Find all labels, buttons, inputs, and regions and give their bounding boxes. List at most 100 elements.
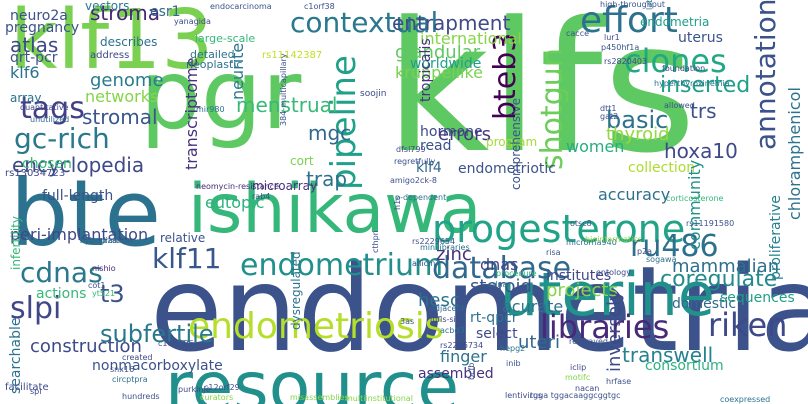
cloud-word: nishio — [92, 264, 116, 273]
cloud-word: tgga tggacaaggcggtgc — [530, 391, 620, 400]
cloud-word: sequences — [720, 290, 795, 306]
cloud-word: contextual — [290, 6, 438, 39]
cloud-word: vectors — [85, 0, 129, 13]
cloud-word: inserted — [660, 73, 750, 98]
cloud-word: stromal — [82, 105, 158, 129]
cloud-word: minilibraries — [420, 243, 470, 252]
cloud-word: rs13034723 — [5, 168, 65, 179]
cloud-word: curators — [200, 393, 233, 402]
cloud-word: gc-rich — [14, 122, 110, 155]
cloud-word: iclip — [570, 363, 586, 372]
cloud-word: ck-8 — [420, 176, 437, 185]
cloud-word: select — [476, 326, 518, 342]
cloud-word: coexpressed — [720, 395, 770, 404]
cloud-word: tropicalis — [418, 38, 434, 102]
cloud-word: gat2 — [600, 112, 618, 121]
cloud-word: infertility — [9, 216, 23, 270]
cloud-word: klf6 — [10, 63, 40, 82]
cloud-word: steroid — [470, 276, 532, 297]
cloud-word: neuro2a — [10, 8, 68, 24]
cloud-word: entrapment — [392, 11, 510, 35]
cloud-word: ishikawa — [188, 170, 481, 249]
cloud-word: h1s — [393, 196, 402, 210]
cloud-word: slpi — [10, 291, 61, 326]
cloud-word: relative — [160, 231, 205, 245]
cloud-word: created — [122, 353, 152, 362]
cloud-word: bioinformatics — [585, 235, 642, 244]
cloud-word: t3 — [100, 280, 125, 308]
cloud-word: program — [486, 135, 537, 149]
cloud-word: infls-si — [430, 315, 456, 324]
cloud-word: circptpra — [112, 375, 148, 384]
cloud-word: inversely — [604, 290, 625, 372]
cloud-word: rs11142387 — [262, 50, 322, 61]
cloud-word: microarray — [252, 179, 317, 193]
cloud-word: adjacent — [430, 304, 465, 313]
cloud-word: pipeline — [324, 55, 364, 190]
cloud-word: chloramphenicol — [785, 87, 804, 220]
cloud-word: endometrium — [240, 248, 443, 283]
cloud-word: kruppellike — [395, 63, 483, 82]
cloud-word: sogawa — [646, 255, 677, 264]
cloud-word: hyperthyroxinemia — [654, 79, 730, 88]
cloud-word: clones — [624, 42, 727, 80]
cloud-word: comprehensive — [509, 98, 523, 190]
cloud-word: libraries — [540, 308, 669, 346]
cloud-word: zhuo — [596, 343, 615, 352]
cloud-word: risa — [546, 248, 561, 257]
cloud-word: eutopic — [205, 193, 264, 212]
cloud-word: allowed — [664, 101, 695, 110]
cloud-word: searchable — [8, 318, 24, 394]
cloud-word: c1orf186 — [158, 339, 194, 348]
cloud-word: c1orf38 — [304, 2, 335, 11]
cloud-word: allicin — [412, 259, 435, 268]
cloud-word: assembled — [418, 366, 494, 382]
cloud-word: large-scale — [195, 32, 255, 45]
cloud-word: trap — [306, 167, 347, 191]
cloud-word: nacan — [575, 384, 599, 393]
cloud-word: hormone — [420, 124, 483, 140]
cloud-word: c12orf29 — [204, 383, 240, 392]
cloud-word: shotgun — [535, 48, 570, 170]
cloud-word: mammalian — [672, 256, 779, 277]
cloud-word: address — [90, 50, 129, 61]
cloud-word: endometria — [640, 15, 709, 29]
cloud-word: errors — [438, 124, 491, 145]
cloud-word: ontology — [596, 268, 631, 277]
cloud-word: glandular — [395, 42, 481, 63]
cloud-word: p2a — [637, 247, 652, 256]
cloud-word: esr1 — [150, 4, 181, 20]
cloud-word: cthpn — [371, 230, 380, 253]
cloud-word: women — [566, 137, 624, 156]
cloud-word: soojin — [360, 89, 386, 99]
cloud-word: describes — [100, 35, 157, 49]
cloud-word: construction — [30, 336, 142, 357]
cloud-word: rs2206734 — [440, 341, 483, 350]
cloud-word: endometriotic — [458, 161, 556, 177]
cloud-word: otsc8 — [570, 219, 592, 228]
cloud-word: mgc — [308, 121, 351, 145]
cloud-word: transcriptome — [182, 57, 201, 170]
cloud-word: misassemblies — [290, 393, 349, 402]
cloud-word: purkinje — [178, 385, 211, 394]
cloud-word: lentivirus — [505, 391, 542, 400]
cloud-word: labor — [645, 0, 654, 10]
cloud-word: acurate — [502, 297, 563, 316]
cloud-word: institutes — [546, 268, 611, 284]
cloud-word: qrt-pcr — [10, 50, 58, 66]
cloud-word: riken — [708, 306, 787, 344]
cloud-word: bcfb — [467, 363, 476, 380]
cloud-word: rt-qpcr — [470, 310, 518, 326]
cloud-word: dtt1 — [600, 104, 616, 113]
cloud-word: endocarcinoma — [210, 2, 272, 11]
cloud-word: hoxa10 — [664, 139, 738, 163]
cloud-word: lur1 — [604, 33, 620, 42]
cloud-word: hybridization — [80, 236, 132, 245]
cloud-word: foundation — [662, 64, 705, 73]
cloud-word: basic — [606, 106, 668, 134]
cloud-word: snx16 — [110, 365, 134, 374]
cloud-word: rearrayed — [569, 337, 608, 346]
cloud-word: spl — [30, 387, 41, 396]
